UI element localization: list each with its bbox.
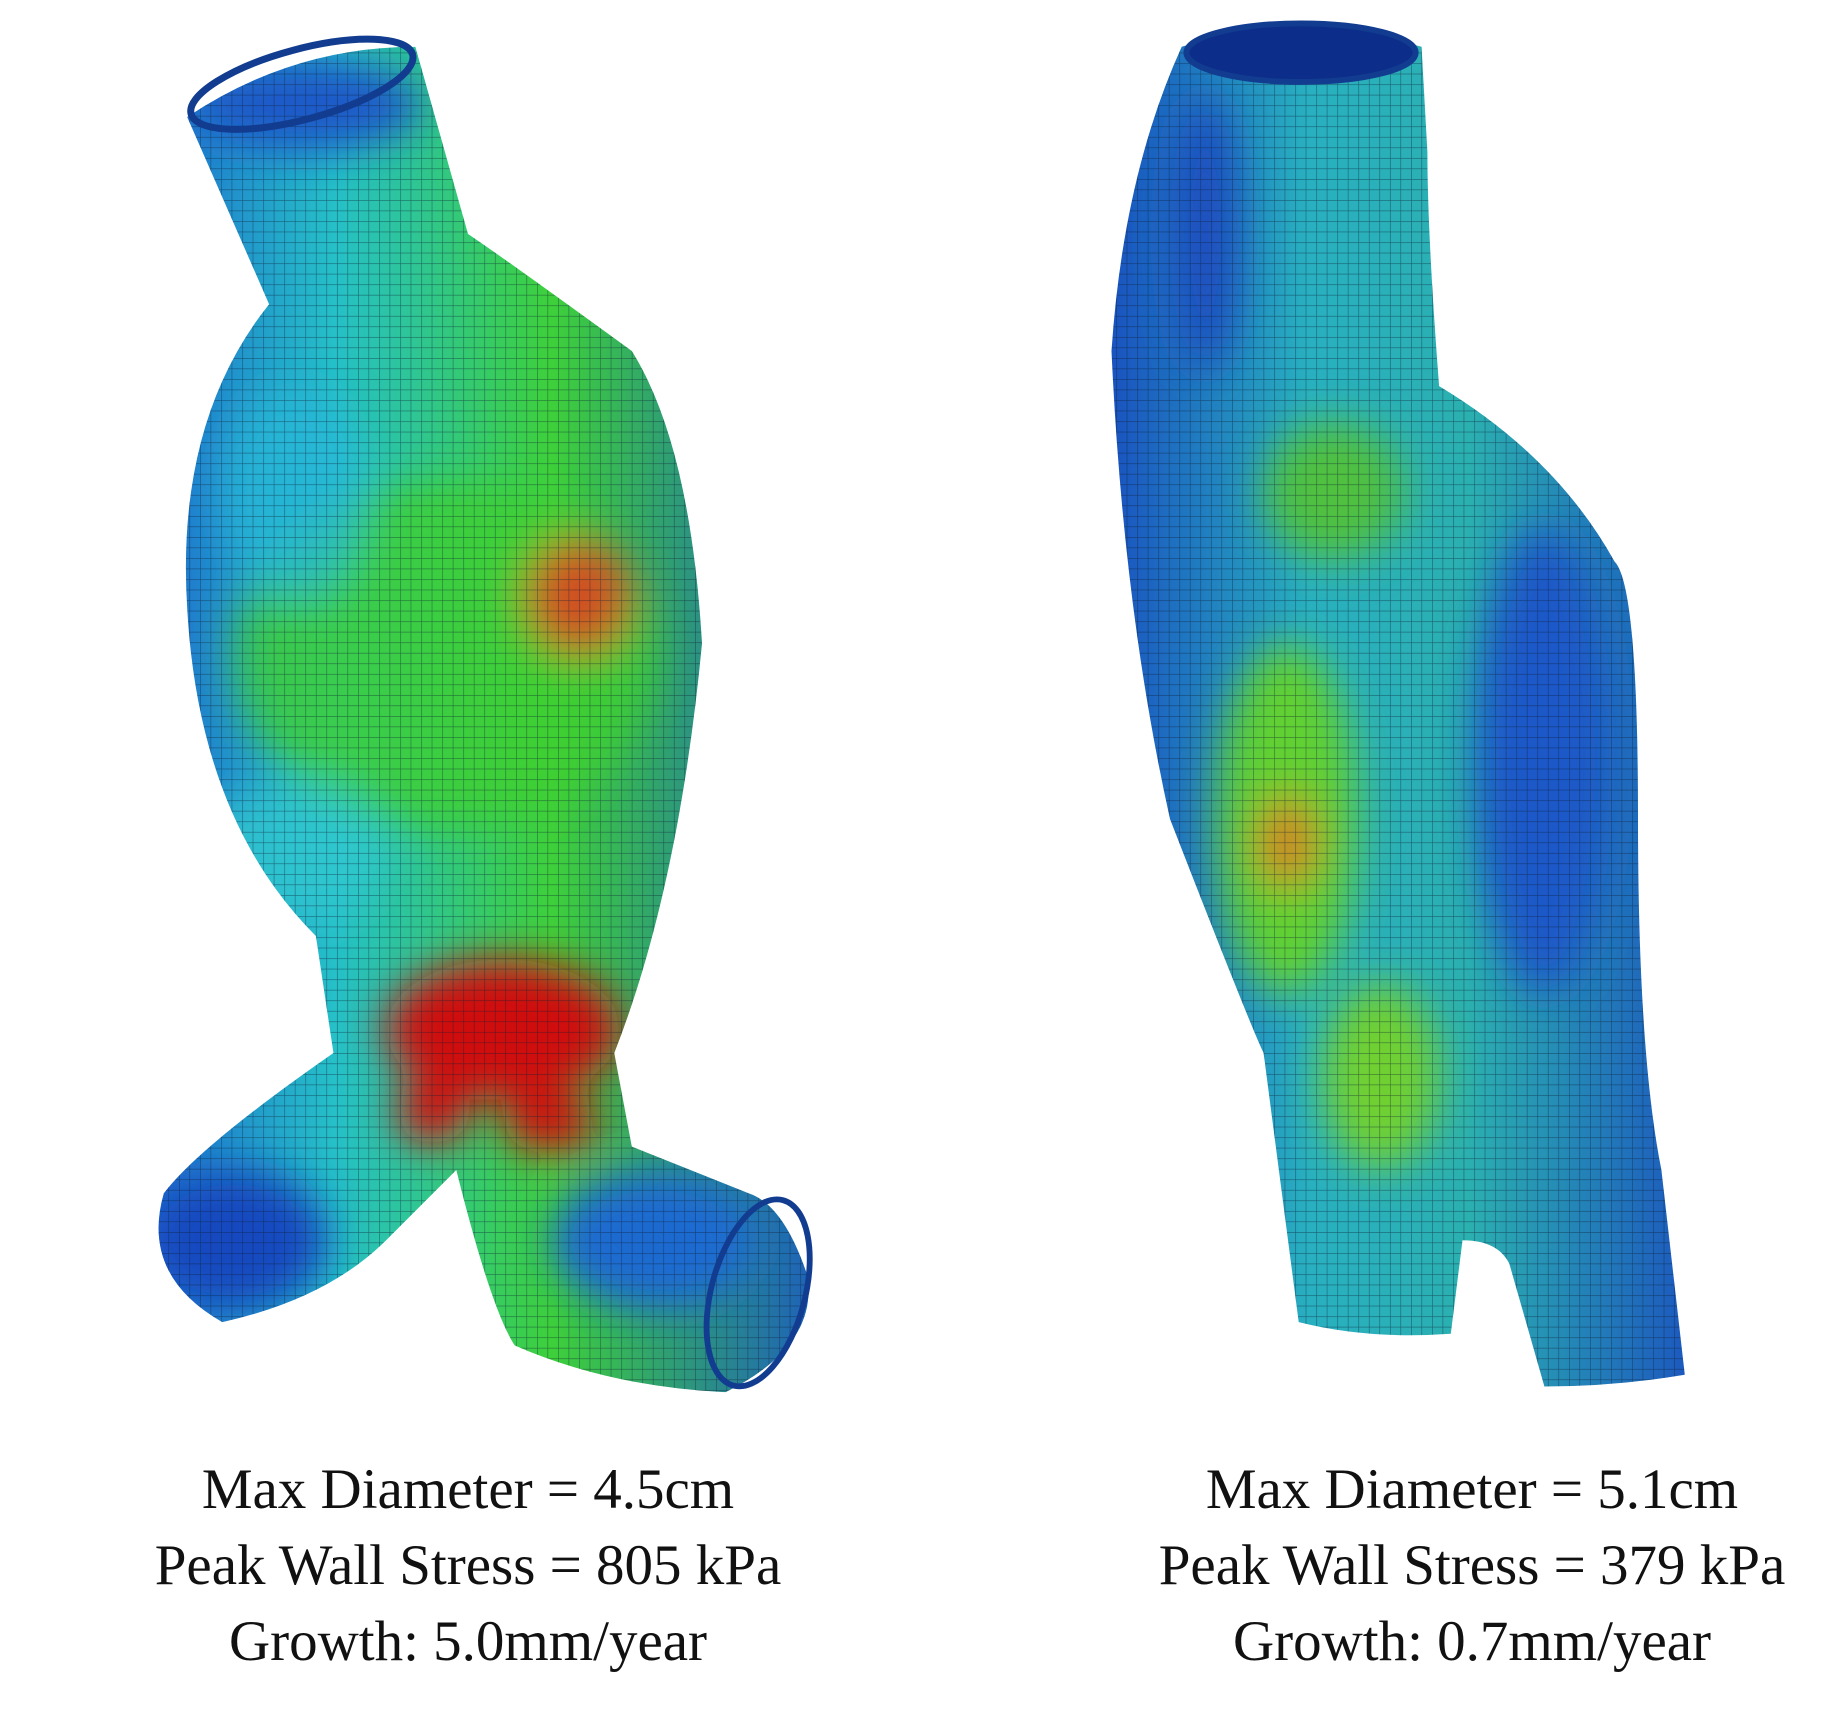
caption-line: Growth: 5.0mm/year xyxy=(229,1610,707,1673)
right-model xyxy=(1111,29,1685,1387)
caption-line: Peak Wall Stress = 805 kPa xyxy=(155,1534,782,1597)
caption-line: Max Diameter = 5.1cm xyxy=(1206,1458,1738,1521)
left-caption: Max Diameter = 4.5cm Peak Wall Stress = … xyxy=(155,1458,782,1673)
caption-line: Peak Wall Stress = 379 kPa xyxy=(1159,1534,1786,1597)
caption-line: Max Diameter = 4.5cm xyxy=(202,1458,734,1521)
caption-line: Growth: 0.7mm/year xyxy=(1233,1610,1711,1673)
models xyxy=(158,20,1685,1393)
right-caption: Max Diameter = 5.1cm Peak Wall Stress = … xyxy=(1159,1458,1786,1673)
left-model xyxy=(158,46,809,1393)
